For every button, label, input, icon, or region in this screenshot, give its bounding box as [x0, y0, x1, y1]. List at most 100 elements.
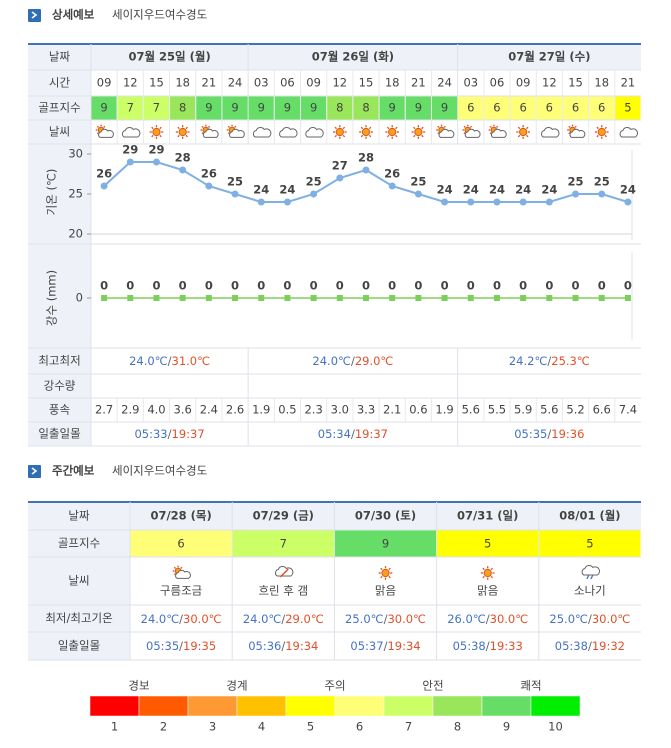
value-part: 19:35 — [183, 639, 216, 653]
precipitation-point — [441, 295, 448, 301]
temperature-label: 25 — [306, 175, 322, 189]
temperature-label: 25 — [568, 175, 584, 189]
value-part: 05:37 — [350, 639, 383, 653]
golf-index: 9 — [441, 101, 448, 115]
sun-icon — [332, 125, 347, 139]
golf-index: 9 — [205, 101, 212, 115]
precipitation-point — [624, 295, 631, 301]
golf-cell — [222, 96, 248, 120]
time: 21 — [411, 76, 426, 90]
sun-ray — [482, 575, 485, 579]
temperature-label: 24 — [541, 183, 557, 197]
golf-cell — [353, 96, 379, 120]
legend-swatch — [285, 695, 336, 717]
value-part: / — [281, 612, 285, 626]
sun-ray — [574, 125, 577, 128]
sun-icon — [378, 566, 393, 580]
sun-ray — [380, 567, 383, 571]
rain-drop — [586, 574, 590, 580]
golf-index: 8 — [362, 101, 369, 115]
sun-icon — [385, 125, 400, 139]
golf-index: 9 — [382, 537, 389, 551]
precipitation-point — [284, 295, 291, 301]
wind: 2.3 — [304, 403, 322, 417]
sun-ray — [386, 126, 390, 130]
sun-ray — [177, 126, 180, 130]
min-max: 05:38/19:33 — [453, 639, 523, 653]
golf-index: 9 — [231, 101, 238, 115]
value-part: / — [179, 639, 183, 653]
sun-ray — [568, 132, 571, 135]
temperature-point — [152, 158, 160, 166]
golf-cell — [539, 530, 641, 557]
precipitation-point — [310, 295, 317, 301]
sun-disc — [152, 127, 161, 137]
section-title: 상세예보 — [52, 8, 95, 22]
sun-ray — [151, 126, 154, 130]
legend-group: 경보 — [128, 679, 149, 693]
precipitation-label: 0 — [231, 279, 239, 293]
time: 03 — [254, 76, 269, 90]
date-header: 07/30 (토) — [355, 509, 416, 523]
value-part: 30.0℃ — [490, 612, 529, 626]
cloud-icon — [581, 565, 600, 576]
precipitation-label: 0 — [493, 279, 501, 293]
golf-index: 8 — [179, 101, 186, 115]
legend-group: 안전 — [422, 679, 443, 693]
min-max: 26.0℃/30.0℃ — [447, 612, 528, 626]
time: 03 — [463, 76, 478, 90]
sun-ray — [368, 134, 372, 138]
min-max: 24.0℃/29.0℃ — [312, 354, 393, 368]
wind: 5.6 — [462, 403, 480, 417]
precipitation-label: 0 — [441, 279, 449, 293]
sun-ray — [96, 125, 99, 128]
legend-swatch — [383, 695, 434, 717]
cloud-icon — [619, 127, 638, 138]
row-label: 날짜 — [68, 509, 90, 523]
precipitation-point — [363, 295, 369, 301]
precipitation-label: 0 — [126, 279, 134, 293]
cloud-icon — [229, 128, 245, 138]
sun-ray — [463, 125, 466, 128]
sun-ray — [180, 566, 183, 569]
sun-icon — [411, 125, 426, 139]
precipitation-label: 0 — [257, 279, 265, 293]
golf-cell — [334, 530, 437, 557]
legend-number: 2 — [160, 720, 167, 734]
row-label: 일출일몰 — [58, 639, 100, 653]
wind: 2.6 — [226, 403, 244, 417]
value-part: 05:38 — [453, 639, 486, 653]
precipitation-label: 0 — [100, 279, 108, 293]
wind: 2.9 — [121, 403, 139, 417]
min-max: 24.0℃/30.0℃ — [141, 612, 222, 626]
axis-label: 강수 (mm) — [45, 270, 59, 326]
legend-group: 경계 — [226, 679, 247, 693]
sun-ray — [517, 134, 521, 138]
temperature-label: 24 — [515, 183, 531, 197]
row-label: 골프지수 — [58, 536, 100, 550]
value-part: / — [588, 639, 592, 653]
sun-ray — [185, 126, 188, 130]
wind: 3.6 — [174, 403, 192, 417]
wind: 2.4 — [200, 403, 218, 417]
time: 18 — [175, 76, 190, 90]
legend-number: 10 — [548, 720, 563, 734]
precipitation-point — [389, 295, 396, 301]
wind: 0.5 — [278, 403, 296, 417]
precipitation-point — [127, 295, 134, 301]
temperature-point — [493, 198, 501, 206]
min-max: 24.0℃/29.0℃ — [243, 612, 324, 626]
golf-cell — [327, 96, 353, 120]
temperature-point — [519, 198, 527, 206]
golf-index: 9 — [258, 101, 265, 115]
legend-number: 3 — [209, 720, 216, 734]
value-part: / — [547, 354, 551, 368]
golf-index: 6 — [546, 101, 553, 115]
legend-group: 쾌적 — [520, 679, 541, 693]
weather-text: 구름조금 — [160, 584, 202, 598]
golf-index: 5 — [624, 101, 631, 115]
value-part: 30.0℃ — [387, 612, 426, 626]
precipitation-label: 0 — [388, 279, 396, 293]
precipitation-label: 0 — [310, 279, 318, 293]
sun-icon — [175, 125, 190, 139]
